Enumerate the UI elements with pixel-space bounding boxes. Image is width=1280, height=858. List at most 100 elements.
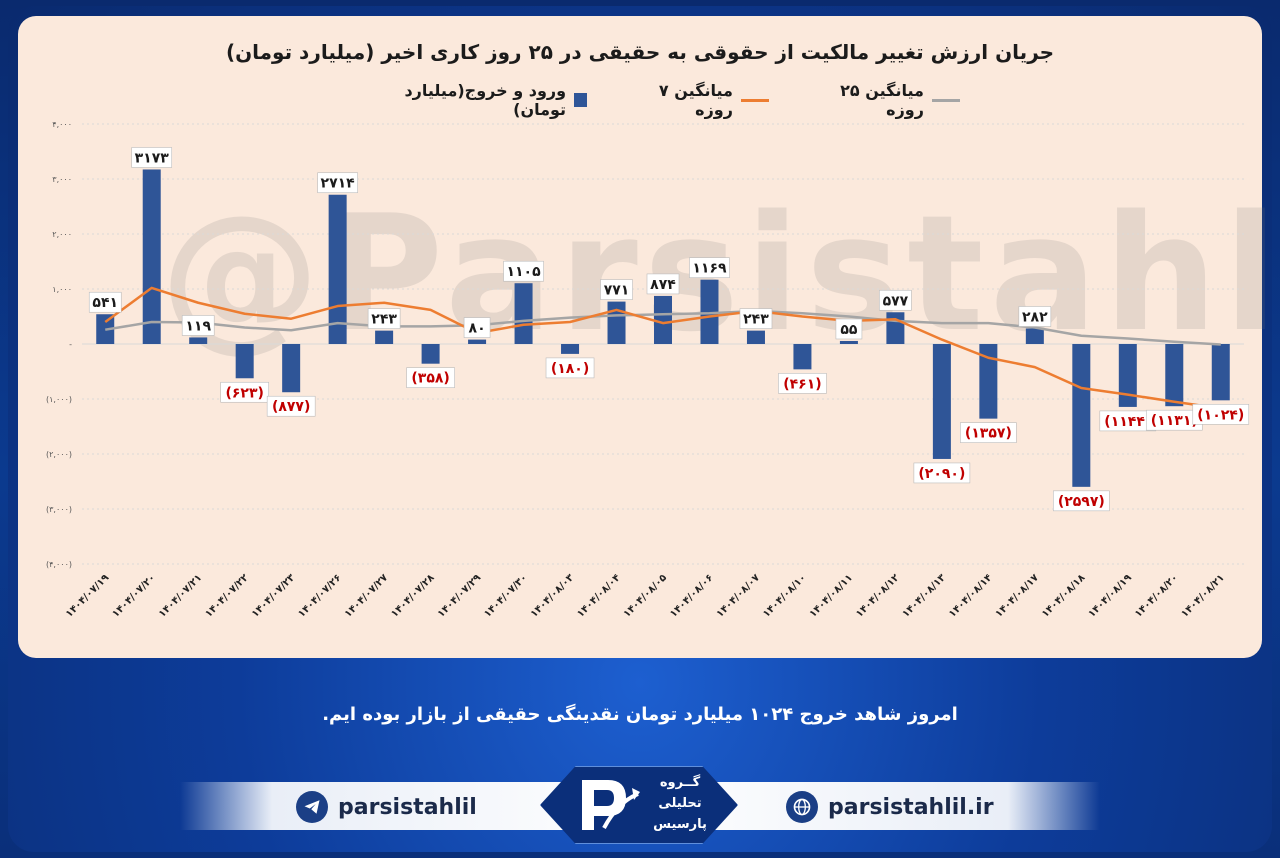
data-label: ۱۱۹ <box>185 318 211 334</box>
x-tick-label: ۱۴۰۴/۰۸/۱۱ <box>808 572 855 619</box>
data-label: ۱۱۰۵ <box>506 264 541 280</box>
y-tick-label: (۲,۰۰۰) <box>46 450 72 459</box>
data-label-box <box>879 289 912 311</box>
x-tick-label: ۱۴۰۴/۰۷/۲۰ <box>110 572 157 619</box>
data-label-box <box>181 315 215 336</box>
bar <box>839 340 858 344</box>
data-label: (۲۰۹۰) <box>918 466 965 482</box>
legend-swatch-avg7 <box>740 98 769 102</box>
bar <box>282 344 301 393</box>
bar <box>142 169 161 344</box>
logo-icon <box>582 780 640 830</box>
logo-badge <box>540 766 738 844</box>
data-label-box <box>367 308 401 329</box>
data-label-box <box>463 317 491 338</box>
data-label-box <box>503 260 544 282</box>
x-tick-label: ۱۴۰۴/۰۸/۱۲ <box>854 572 901 619</box>
y-tick-label: (۴,۰۰۰) <box>46 560 72 569</box>
x-tick-label: ۱۴۰۴/۰۸/۰۴ <box>575 572 622 619</box>
bar <box>1211 344 1230 401</box>
x-tick-label: ۱۴۰۴/۰۸/۰۳ <box>529 572 576 619</box>
line-avg25 <box>105 309 1221 346</box>
data-label: (۱۱۴۴) <box>1104 414 1151 430</box>
x-tick-label: ۱۴۰۴/۰۷/۱۹ <box>64 572 111 619</box>
logo-text: گــروه تحلیلی پارسیس <box>644 772 716 835</box>
data-label-box <box>778 373 827 394</box>
telegram-icon <box>296 791 328 823</box>
bar <box>932 344 951 459</box>
data-label: ۵۴۱ <box>92 295 118 311</box>
bar <box>700 279 719 344</box>
bar <box>421 344 440 364</box>
x-tick-label: ۱۴۰۴/۰۸/۲۱ <box>1179 572 1226 619</box>
legend-label-bars: ورود و خروج(میلیارد تومان) <box>404 81 567 119</box>
bar <box>654 295 672 344</box>
bar <box>793 344 812 370</box>
bar <box>979 344 998 419</box>
data-label-box <box>406 367 455 388</box>
x-tick-label: ۱۴۰۴/۰۷/۲۹ <box>436 572 483 619</box>
x-tick-label: ۱۴۰۴/۰۷/۲۸ <box>389 572 436 619</box>
data-label-box <box>646 273 680 295</box>
data-label-box <box>689 257 730 279</box>
data-label: (۶۲۳) <box>225 385 263 401</box>
line-avg7 <box>104 286 1221 410</box>
x-tick-label: ۱۴۰۴/۰۸/۱۹ <box>1086 572 1133 619</box>
bar <box>561 344 580 354</box>
data-label: (۴۶۱) <box>783 376 821 392</box>
legend-label-avg25: میانگین ۲۵ روزه <box>840 81 924 119</box>
legend-item-avg25: میانگین ۲۵ روزه <box>805 81 960 119</box>
data-label: ۷۷۱ <box>604 283 630 299</box>
x-tick-label: ۱۴۰۴/۰۸/۱۴ <box>947 572 994 619</box>
data-label: ۸۰ <box>469 321 486 337</box>
bar <box>746 330 765 344</box>
globe-icon <box>786 791 818 823</box>
data-label: ۵۵ <box>840 322 858 338</box>
bar <box>375 330 394 344</box>
chart-plot: ۴,۰۰۰ ۳,۰۰۰ ۲,۰۰۰ ۱,۰۰۰ - (۱,۰۰۰) (۲,۰۰۰) (۳,۰۰… <box>46 120 1250 620</box>
bar <box>189 337 208 344</box>
data-label: ۵۷۷ <box>883 293 909 309</box>
bar <box>468 339 487 344</box>
data-label: ۲۷۱۴ <box>321 176 356 192</box>
website-link[interactable]: parsistahlil.ir <box>786 790 994 824</box>
y-tick-label: - <box>69 340 72 349</box>
data-label-box <box>317 172 358 194</box>
x-tick-label: ۱۴۰۴/۰۸/۲۰ <box>1133 572 1180 619</box>
data-label: ۲۴۳ <box>371 312 397 328</box>
data-label: ۳۱۷۳ <box>135 150 170 166</box>
bar <box>607 301 626 344</box>
x-tick-label: ۱۴۰۴/۰۸/۰۷ <box>715 572 762 619</box>
x-tick-label: ۱۴۰۴/۰۷/۳۰ <box>482 572 529 619</box>
telegram-link[interactable]: parsistahlil <box>296 790 477 824</box>
legend-item-avg7: میانگین ۷ روزه <box>623 81 769 119</box>
data-label: ۸۷۴ <box>650 277 676 293</box>
legend-swatch-avg25 <box>931 98 960 102</box>
data-label-box <box>960 422 1017 443</box>
bar <box>1165 344 1184 407</box>
bar <box>1025 328 1044 344</box>
data-label-box <box>913 462 971 484</box>
x-tick-label: ۱۴۰۴/۰۸/۰۵ <box>622 572 669 619</box>
chart-title: جریان ارزش تغییر مالکیت از حقوقی به حقیق… <box>225 40 1055 64</box>
data-label-box <box>131 147 173 168</box>
data-label-box <box>1018 306 1052 327</box>
data-label-box <box>739 308 773 329</box>
y-tick-label: ۱,۰۰۰ <box>52 285 72 294</box>
x-tick-label: ۱۴۰۴/۰۸/۱۸ <box>1040 572 1087 619</box>
y-tick-label: (۱,۰۰۰) <box>46 395 72 404</box>
data-label-box <box>220 381 269 403</box>
x-tick-label: ۱۴۰۴/۰۷/۲۲ <box>203 572 250 619</box>
x-tick-label: ۱۴۰۴/۰۸/۰۶ <box>668 572 715 619</box>
data-label: ۱۱۶۹ <box>692 261 727 277</box>
bar <box>1072 344 1091 487</box>
data-label: (۲۵۹۷) <box>1058 494 1105 510</box>
x-tick-label: ۱۴۰۴/۰۷/۲۶ <box>296 572 343 619</box>
telegram-handle: parsistahlil <box>338 794 477 820</box>
data-label: ۲۸۲ <box>1022 309 1048 325</box>
logo-line-1: گــروه <box>659 775 701 790</box>
data-label: (۱۱۳۱) <box>1151 413 1198 429</box>
y-tick-label: ۳,۰۰۰ <box>52 175 72 184</box>
x-tick-label: ۱۴۰۴/۰۷/۲۷ <box>343 572 390 619</box>
bar <box>1118 344 1137 407</box>
